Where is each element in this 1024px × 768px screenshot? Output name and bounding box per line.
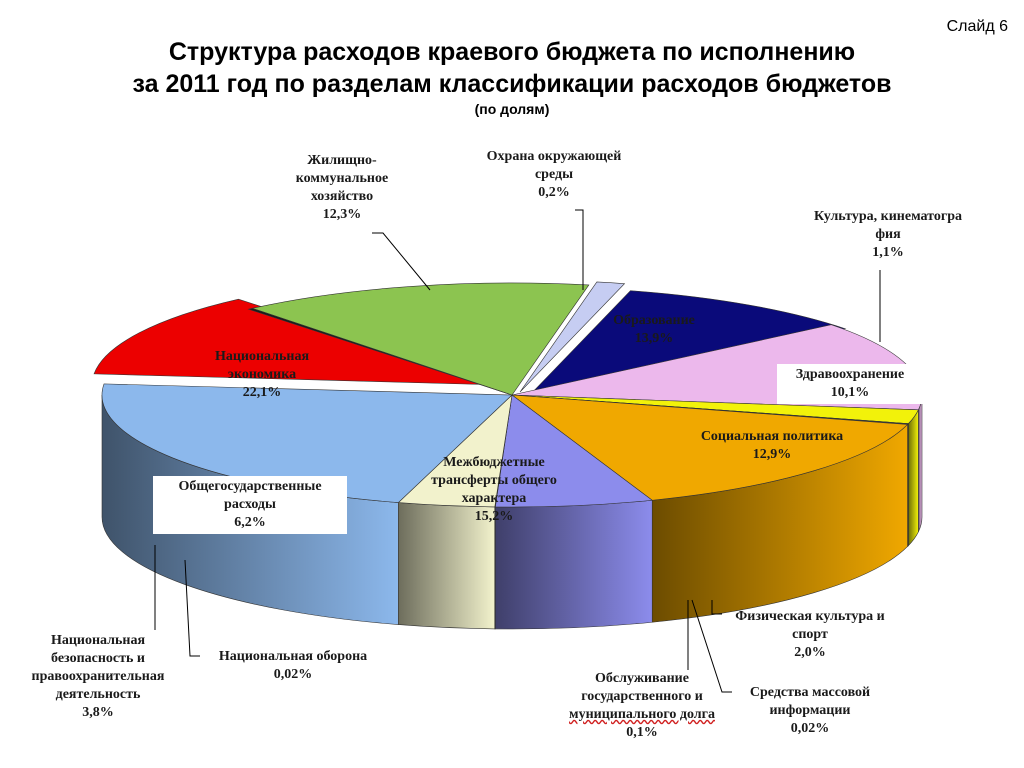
slice-label-general: Общегосударственные расходы 6,2% (153, 476, 347, 534)
slice-value-label: 6,2% (234, 515, 266, 530)
slice-label-education: Образование 13,9% (579, 312, 729, 348)
slice-label-line: характера (461, 491, 527, 506)
leader-line-housing (372, 232, 431, 291)
chart-title-line-2: за 2011 год по разделам классификации ра… (132, 70, 892, 98)
slice-label-line: спорт (792, 627, 828, 642)
slice-label-line: Физическая культура и (735, 609, 885, 624)
slice-label-line: расходы (224, 497, 276, 512)
slice-value-label: 0,02% (273, 667, 313, 682)
slice-value-label: 12,3% (322, 207, 362, 222)
slice-label-line: Национальная (50, 633, 146, 648)
slice-label-media: Средства массовой информации 0,02% (725, 684, 895, 738)
chart-title-line-1: Структура расходов краевого бюджета по и… (168, 38, 856, 66)
slice-label-transfers: Межбюджетные трансферты общего характера 15… (409, 454, 579, 526)
leader-line-environment (575, 209, 584, 290)
slice-value-label: 3,8% (82, 705, 114, 720)
slice-label-line: Охрана окружающей (486, 149, 622, 164)
slice-label-line: экономика (227, 367, 297, 382)
slice-top-culture (519, 281, 626, 393)
slice-value-label: 10,1% (830, 385, 870, 400)
chart-title: Структура расходов краевого бюджета по и… (0, 36, 1024, 100)
slice-label-line: государственного и (581, 689, 703, 704)
slice-label-social: Социальная политика 12,9% (672, 428, 872, 464)
leader-line-media (691, 599, 732, 693)
slice-label-line: Здравоохранение (795, 367, 905, 382)
slice-value-label: 0,02% (790, 721, 830, 736)
slice-label-security: Национальная безопасность и правоохранител… (5, 632, 191, 722)
slice-side-sport (908, 409, 919, 547)
slice-label-line: деятельность (55, 687, 141, 702)
slice-label-economy: Национальная экономика 22,1% (187, 348, 337, 402)
slice-label-line: Культура, кинематогра (814, 209, 962, 224)
chart-subtitle: (по долям) (474, 101, 550, 117)
slice-label-line: Образование (613, 313, 695, 328)
slice-label-line: фия (875, 227, 901, 242)
slice-label-line: безопасность и (51, 651, 145, 666)
slice-label-line: среды (534, 167, 574, 182)
leader-line-defense (184, 559, 200, 657)
slice-top-housing (93, 298, 503, 386)
slide-number: Слайд 6 (946, 18, 1008, 35)
slice-label-debt: Обслуживание государственного и муниципаль… (542, 670, 742, 742)
slice-label-line: Средства массовой (749, 685, 871, 700)
slice-label-line: муниципального долга (569, 707, 715, 722)
slice-label-health: Здравоохранение 10,1% (777, 364, 923, 404)
slice-value-label: 2,0% (794, 645, 826, 660)
slice-label-housing: Жилищно-коммунальное хозяйство 12,3% (272, 152, 412, 224)
slice-value-label: 0,1% (626, 725, 658, 740)
slice-value-label: 15,2% (474, 509, 514, 524)
slice-value-label: 0,2% (538, 185, 570, 200)
slice-label-line: хозяйство (310, 189, 374, 204)
slice-value-label: 13,9% (634, 331, 674, 346)
slice-label-line: Общегосударственные (178, 479, 322, 494)
slice-value-label: 12,9% (752, 447, 792, 462)
slice-value-label: 1,1% (872, 245, 904, 260)
slice-label-line: Социальная политика (700, 429, 844, 444)
slice-label-line: Межбюджетные (443, 455, 545, 470)
slice-label-line: информации (769, 703, 851, 718)
slice-label-culture: Культура, кинематогра фия 1,1% (788, 208, 988, 262)
slice-label-line: Национальная оборона (218, 649, 368, 664)
slice-value-label: 22,1% (242, 385, 282, 400)
slice-label-line: Жилищно- (307, 153, 377, 168)
slice-label-line: коммунальное (295, 171, 389, 186)
slice-label-sport: Физическая культура и спорт 2,0% (700, 608, 920, 662)
slice-side-social (918, 394, 923, 532)
slice-label-environment: Охрана окружающей среды 0,2% (459, 148, 649, 202)
slice-top-education (251, 282, 590, 396)
leader-lines (154, 209, 881, 693)
slice-top-health (525, 290, 847, 400)
leader-line-sport (711, 600, 722, 615)
slice-top-transfers (511, 394, 909, 501)
slice-label-line: трансферты общего (431, 473, 557, 488)
slice-top-general (494, 394, 654, 508)
slice-label-line: правоохранительная (31, 669, 165, 684)
slice-label-defense: Национальная оборона 0,02% (193, 648, 393, 684)
slice-label-line: Национальная (214, 349, 310, 364)
slice-label-line: Обслуживание (595, 671, 689, 686)
